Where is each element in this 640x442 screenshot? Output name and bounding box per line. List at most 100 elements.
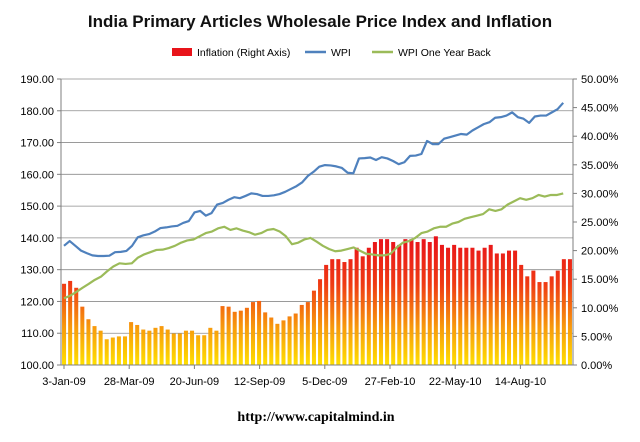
inflation-bar (293, 313, 298, 365)
inflation-bar (385, 239, 390, 365)
right-tick-label: 20.00% (581, 246, 619, 258)
inflation-bar (281, 320, 286, 365)
inflation-bar (196, 335, 201, 365)
inflation-bar (446, 247, 451, 365)
inflation-bar (305, 302, 310, 365)
inflation-bar (494, 253, 499, 365)
inflation-bar (232, 311, 237, 365)
inflation-bar (263, 312, 268, 365)
inflation-bar (336, 259, 341, 365)
inflation-bar (324, 264, 329, 365)
left-tick-label: 180.00 (20, 106, 54, 118)
right-axis-tick-labels: 0.00% 5.00% 10.00% 15.00% 20.00% 25.00% 30.00%… (581, 74, 619, 372)
inflation-bar (269, 317, 274, 365)
inflation-bar (354, 247, 359, 365)
inflation-bar (299, 304, 304, 365)
inflation-bar (74, 287, 79, 365)
inflation-bar (488, 244, 493, 365)
inflation-bar (360, 256, 365, 365)
left-tick-label: 140.00 (20, 233, 54, 245)
inflation-bar (506, 250, 512, 365)
inflation-bar (525, 276, 530, 365)
inflation-bar (470, 247, 475, 365)
inflation-bar (476, 250, 481, 365)
inflation-bar (378, 239, 384, 365)
inflation-bar (135, 324, 140, 365)
x-tick-label: 12-Sep-09 (234, 376, 285, 388)
inflation-bar (202, 335, 207, 365)
x-tick-label: 5-Dec-09 (302, 376, 347, 388)
inflation-bar (165, 329, 170, 365)
inflation-bar (68, 280, 73, 365)
inflation-bar (421, 239, 426, 365)
left-tick-label: 150.00 (20, 201, 54, 213)
inflation-bar (433, 236, 438, 365)
right-tick-label: 0.00% (581, 360, 612, 372)
x-tick-label: 27-Feb-10 (365, 376, 416, 388)
inflation-bar (214, 330, 219, 365)
inflation-bar (153, 327, 158, 365)
x-axis-tick-labels: 3-Jan-09 28-Mar-09 20-Jun-09 12-Sep-09 5-Dec… (42, 376, 546, 388)
inflation-bar (391, 242, 396, 365)
inflation-bar (482, 247, 487, 365)
right-tick-label: 35.00% (581, 160, 619, 172)
inflation-bar (415, 242, 420, 365)
inflation-bar (110, 337, 115, 365)
inflation-bar (159, 326, 164, 365)
inflation-bar (366, 247, 371, 365)
legend-label-inflation: Inflation (Right Axis) (197, 47, 290, 59)
inflation-bar (348, 259, 353, 365)
inflation-bar (220, 306, 225, 365)
inflation-bar (104, 339, 109, 365)
right-tick-label: 10.00% (581, 303, 619, 315)
inflation-bar (561, 259, 566, 365)
wpi-one-year-back-line (63, 192, 564, 300)
inflation-bar (464, 247, 469, 365)
chart-title: India Primary Articles Wholesale Price I… (88, 12, 552, 31)
inflation-bar (409, 239, 414, 365)
left-tick-label: 120.00 (20, 296, 54, 308)
inflation-bar (116, 336, 121, 365)
inflation-bar (98, 330, 103, 365)
inflation-bar (129, 322, 134, 365)
inflation-bar (452, 244, 457, 365)
inflation-bar (531, 270, 536, 365)
left-tick-label: 170.00 (20, 138, 54, 150)
inflation-bar (190, 330, 195, 365)
inflation-bar (208, 327, 213, 365)
right-tick-label: 15.00% (581, 274, 619, 286)
inflation-bar (257, 300, 262, 365)
inflation-bar (318, 279, 323, 365)
right-tick-label: 40.00% (581, 131, 619, 143)
inflation-bar (458, 247, 463, 365)
inflation-bar (549, 276, 554, 365)
inflation-bar (147, 330, 152, 365)
inflation-bar (342, 262, 347, 365)
inflation-bar (250, 302, 256, 365)
legend-swatch-inflation (172, 48, 192, 56)
inflation-bar (141, 329, 146, 365)
inflation-bar (311, 290, 316, 365)
inflation-bar (543, 282, 548, 365)
inflation-bar (372, 242, 377, 365)
left-tick-label: 130.00 (20, 265, 54, 277)
inflation-bar (287, 316, 292, 365)
inflation-bar (92, 326, 97, 365)
x-tick-label: 3-Jan-09 (42, 376, 85, 388)
inflation-bar (183, 330, 188, 365)
inflation-bar (555, 270, 560, 365)
inflation-bar (427, 242, 432, 365)
left-tick-label: 100.00 (20, 360, 54, 372)
wpi-line (63, 102, 565, 258)
inflation-bar (519, 264, 524, 365)
inflation-bar (439, 244, 444, 365)
right-tick-label: 25.00% (581, 217, 619, 229)
x-tick-label: 14-Aug-10 (495, 376, 546, 388)
inflation-bar (403, 239, 408, 365)
left-tick-label: 110.00 (21, 328, 54, 340)
axes (57, 78, 577, 369)
inflation-bar (177, 333, 182, 365)
inflation-bar (537, 282, 542, 365)
